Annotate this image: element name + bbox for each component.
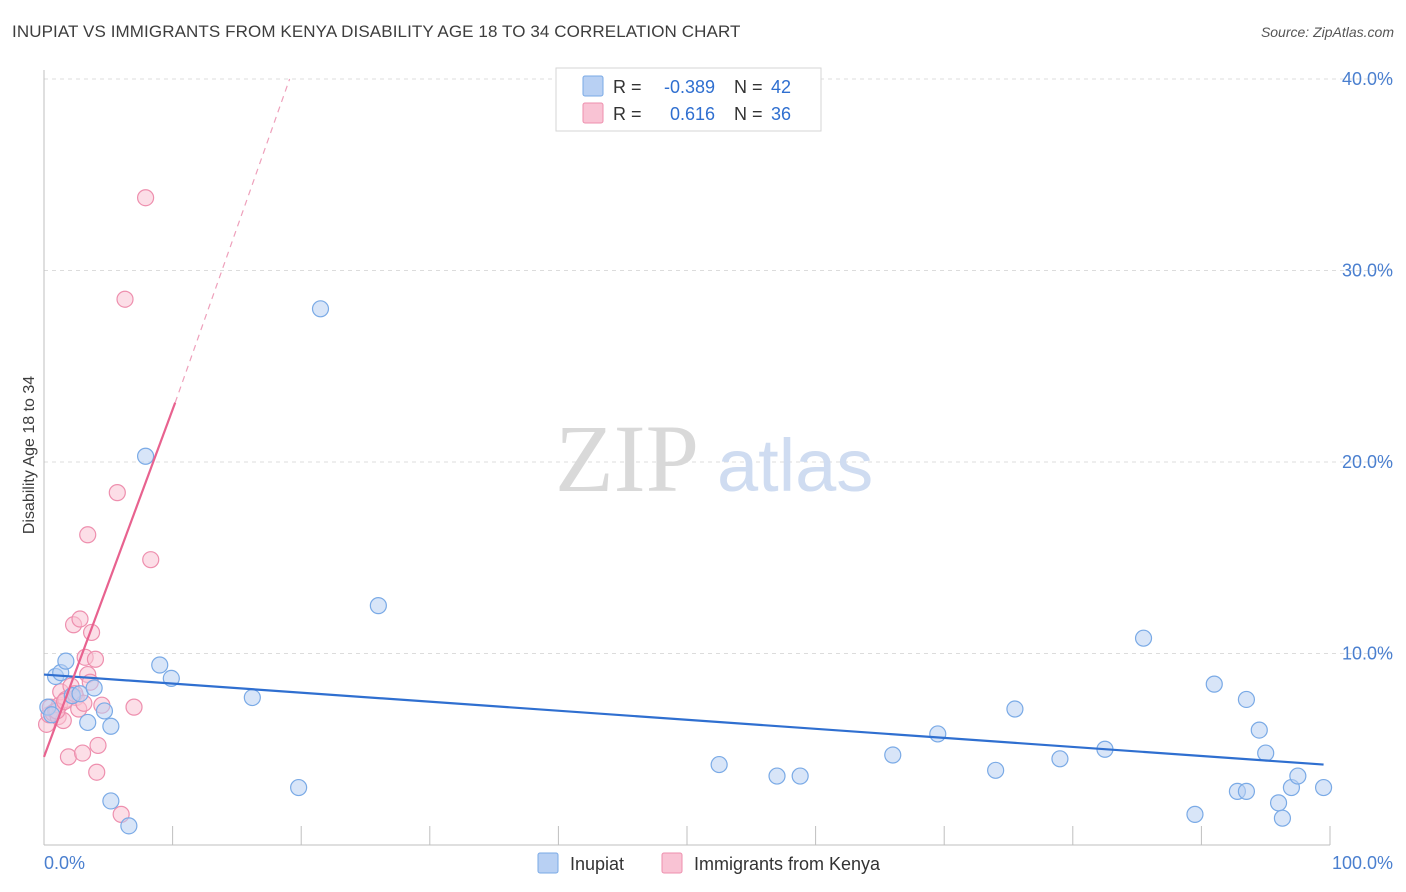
inupiat-point-36 xyxy=(1257,744,1275,762)
kenya-point-28 xyxy=(116,290,134,308)
inupiat-point-23 xyxy=(884,746,902,764)
inupiat-point-38 xyxy=(1273,809,1292,827)
kenya-point-23 xyxy=(89,736,107,755)
inupiat-point-21 xyxy=(768,767,786,785)
kenya-point-21 xyxy=(86,650,105,668)
legend-n-value-inupiat: 42 xyxy=(771,77,791,97)
legend-n-value-kenya: 36 xyxy=(771,104,791,124)
inupiat-point-19 xyxy=(369,597,387,615)
inupiat-point-40 xyxy=(1289,767,1307,785)
inupiat-point-25 xyxy=(987,761,1005,779)
inupiat-point-26 xyxy=(1006,700,1024,718)
y-tick-label-40: 40.0% xyxy=(1342,69,1393,89)
inupiat-point-20 xyxy=(710,755,728,774)
series-inupiat-points xyxy=(39,300,1333,835)
inupiat-point-22 xyxy=(791,767,809,785)
kenya-point-10 xyxy=(59,748,78,766)
inupiat-point-8 xyxy=(85,679,103,697)
trend-lines xyxy=(42,78,1324,766)
kenya-trend-line xyxy=(42,402,177,758)
kenya-point-30 xyxy=(136,189,155,207)
legend-r-label-inupiat: R = xyxy=(613,77,642,97)
correlation-legend: R = -0.389 N = 42 R = 0.616 N = 36 xyxy=(555,67,822,132)
y-tick-label-10: 10.0% xyxy=(1342,644,1393,664)
x-tick-label-max: 100.0% xyxy=(1332,853,1393,873)
bottom-legend-swatch-inupiat xyxy=(537,852,559,874)
kenya-point-29 xyxy=(125,698,143,716)
inupiat-point-12 xyxy=(120,817,138,835)
inupiat-point-4 xyxy=(57,652,75,670)
chart-title: INUPIAT VS IMMIGRANTS FROM KENYA DISABIL… xyxy=(12,22,741,41)
source-label: Source: ZipAtlas.com xyxy=(1260,24,1394,40)
legend-swatch-kenya xyxy=(582,102,604,124)
inupiat-point-7 xyxy=(79,713,97,732)
bottom-legend-label-kenya: Immigrants from Kenya xyxy=(694,854,881,874)
inupiat-point-11 xyxy=(102,792,120,810)
inupiat-point-27 xyxy=(1051,750,1069,768)
inupiat-point-10 xyxy=(102,717,120,735)
inupiat-trend-line xyxy=(43,673,1324,766)
kenya-point-31 xyxy=(142,551,160,569)
inupiat-point-9 xyxy=(95,702,114,720)
x-axis-ticks xyxy=(172,826,1331,845)
kenya-point-26 xyxy=(108,484,126,502)
kenya-trend-extension xyxy=(174,78,291,403)
inupiat-point-24 xyxy=(929,725,947,743)
legend-n-label-inupiat: N = xyxy=(734,77,763,97)
legend-n-label-kenya: N = xyxy=(734,104,763,124)
inupiat-point-33 xyxy=(1237,782,1256,800)
inupiat-point-41 xyxy=(1314,778,1333,797)
watermark-atlas: atlas xyxy=(717,424,873,507)
gridlines xyxy=(44,78,1393,654)
legend-r-label-kenya: R = xyxy=(613,104,642,124)
y-tick-label-30: 30.0% xyxy=(1342,261,1393,281)
inupiat-point-17 xyxy=(290,778,308,797)
inupiat-point-13 xyxy=(136,447,155,465)
inupiat-point-29 xyxy=(1134,629,1153,647)
y-tick-labels: 10.0% 20.0% 30.0% 40.0% xyxy=(1342,69,1393,664)
inupiat-point-31 xyxy=(1205,675,1223,693)
kenya-point-25 xyxy=(79,526,97,544)
series-legend: Inupiat Immigrants from Kenya xyxy=(537,852,881,874)
inupiat-point-18 xyxy=(311,300,330,318)
inupiat-point-34 xyxy=(1237,690,1256,709)
kenya-point-22 xyxy=(88,763,106,781)
y-tick-label-20: 20.0% xyxy=(1342,452,1393,472)
bottom-legend-label-inupiat: Inupiat xyxy=(570,854,624,874)
inupiat-point-16 xyxy=(243,688,261,707)
y-axis-title: Disability Age 18 to 34 xyxy=(21,376,38,534)
legend-r-value-inupiat: -0.389 xyxy=(664,77,715,97)
bottom-legend-swatch-kenya xyxy=(661,852,683,874)
kenya-point-16 xyxy=(73,744,92,762)
legend-swatch-inupiat xyxy=(582,75,604,97)
inupiat-point-14 xyxy=(151,656,169,674)
watermark-zip: ZIP xyxy=(555,405,699,512)
inupiat-point-37 xyxy=(1269,794,1288,812)
inupiat-point-35 xyxy=(1250,721,1268,739)
kenya-point-15 xyxy=(71,610,89,628)
series-kenya-points xyxy=(37,189,160,823)
x-tick-label-min: 0.0% xyxy=(44,853,85,873)
inupiat-point-30 xyxy=(1186,805,1204,823)
legend-r-value-kenya: 0.616 xyxy=(670,104,715,124)
